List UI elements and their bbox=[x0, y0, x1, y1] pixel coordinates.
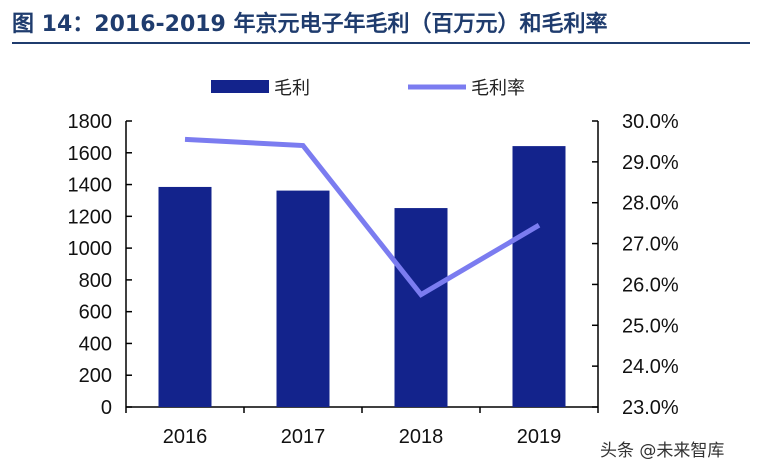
margin-polyline bbox=[184, 136, 541, 298]
left-tick-label: 800 bbox=[79, 270, 112, 292]
left-tick-label: 1400 bbox=[68, 175, 113, 197]
left-tick-label: 600 bbox=[79, 302, 112, 324]
right-tick-label: 29.0% bbox=[622, 152, 679, 174]
bar-2019 bbox=[512, 146, 566, 408]
legend-label-line: 毛利率 bbox=[471, 78, 525, 99]
left-tick-label: 1600 bbox=[68, 143, 113, 165]
x-tick-label: 2016 bbox=[163, 426, 208, 448]
right-tick-label: 24.0% bbox=[622, 356, 679, 378]
x-tick-label: 2017 bbox=[281, 426, 326, 448]
left-tick-label: 1800 bbox=[68, 111, 113, 133]
legend: 毛利 毛利率 bbox=[211, 78, 525, 99]
margin-line bbox=[184, 136, 541, 298]
chart-title: 图 14：2016-2019 年京元电子年毛利（百万元）和毛利率 bbox=[12, 12, 608, 37]
right-tick-label: 30.0% bbox=[622, 111, 679, 133]
x-tick-label: 2019 bbox=[517, 426, 562, 448]
left-tick-label: 1200 bbox=[68, 206, 113, 228]
right-tick-label: 23.0% bbox=[622, 397, 679, 419]
x-tick-label: 2018 bbox=[399, 426, 444, 448]
left-tick-label: 1000 bbox=[68, 238, 113, 260]
title-underline bbox=[12, 42, 750, 44]
legend-label-bar: 毛利 bbox=[274, 78, 310, 99]
bars bbox=[158, 146, 566, 408]
right-tick-label: 26.0% bbox=[622, 274, 679, 296]
right-tick-label: 27.0% bbox=[622, 234, 679, 256]
watermark: 头条 @未来智库 bbox=[600, 441, 725, 461]
right-tick-label: 28.0% bbox=[622, 193, 679, 215]
left-tick-label: 200 bbox=[79, 365, 112, 387]
right-tick-label: 25.0% bbox=[622, 315, 679, 337]
bar-2016 bbox=[158, 186, 212, 407]
axes: 0 200 400 600 800 1000 1200 1400 1600 1800 23.0% 24… bbox=[68, 111, 679, 448]
left-tick-label: 0 bbox=[101, 397, 112, 419]
legend-swatch-bar bbox=[211, 80, 269, 93]
bar-2018 bbox=[394, 208, 448, 407]
bar-2017 bbox=[276, 190, 330, 407]
left-tick-label: 400 bbox=[79, 333, 112, 355]
